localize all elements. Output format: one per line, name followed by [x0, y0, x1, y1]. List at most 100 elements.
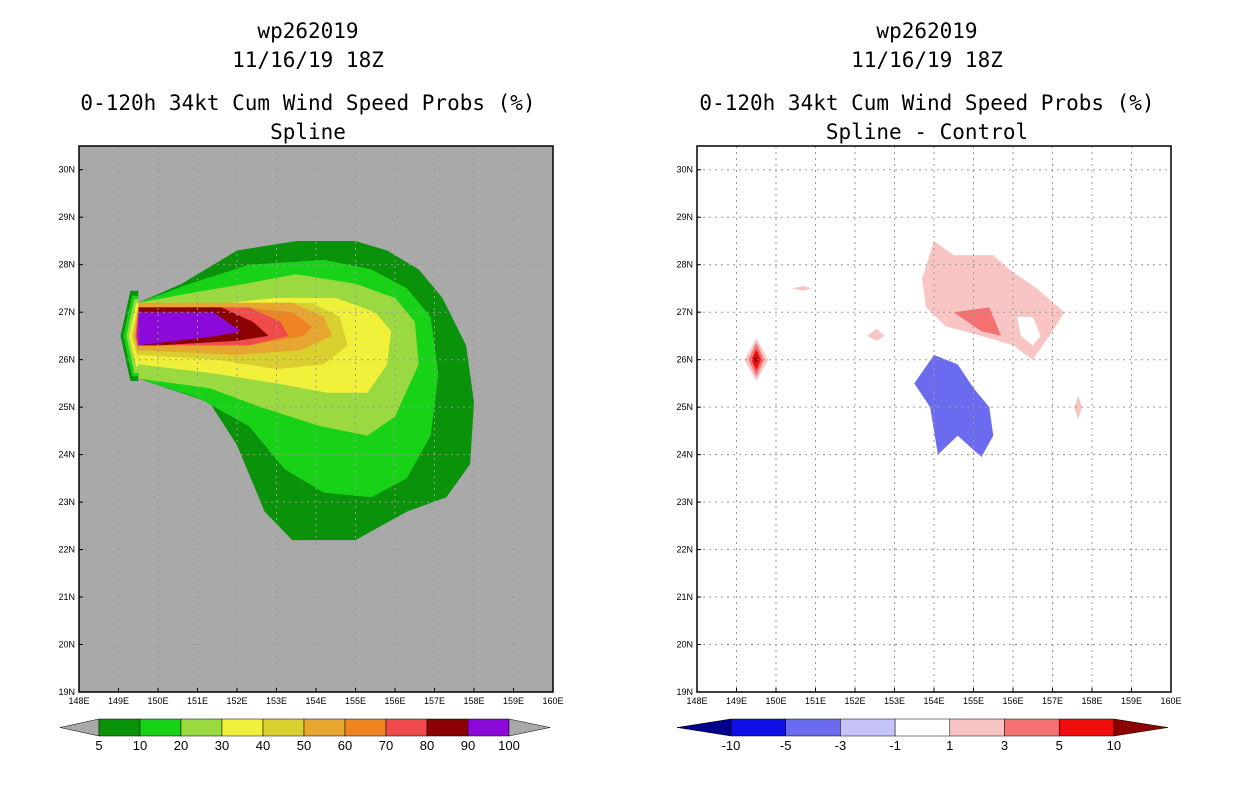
right-x-tick-label: 153E	[884, 696, 905, 706]
right-colorbar-label: -1	[889, 738, 901, 753]
left-colorbar-label: 50	[297, 738, 311, 753]
left-colorbar-box	[303, 718, 346, 737]
left-y-tick-label: 19N	[58, 687, 75, 697]
left-colorbar-label: 30	[215, 738, 229, 753]
right-colorbar-label: -5	[780, 738, 792, 753]
left-colorbar-box	[262, 718, 305, 737]
left-colorbar-label: 90	[461, 738, 475, 753]
left-y-tick-label: 26N	[58, 355, 75, 365]
right-x-tick-label: 151E	[805, 696, 826, 706]
right-x-tick-label: 158E	[1081, 696, 1102, 706]
left-y-tick-label: 23N	[58, 497, 75, 507]
left-colorbar: 5 10 20 30 40 50 60 70 80 90 100	[59, 718, 551, 753]
right-colorbar-label: -3	[835, 738, 847, 753]
left-contour-level-90-9	[138, 312, 241, 346]
left-y-tick-label: 29N	[58, 212, 75, 222]
left-colorbar-label: 60	[338, 738, 352, 753]
right-x-tick-label: 148E	[686, 696, 707, 706]
right-colorbar-box	[894, 718, 951, 737]
left-x-tick-label: 151E	[187, 696, 208, 706]
right-colorbar-label: -10	[722, 738, 741, 753]
left-x-tick-label: 155E	[345, 696, 366, 706]
left-colorbar-label: 10	[133, 738, 147, 753]
right-colorbar-box	[785, 718, 841, 737]
left-colorbar-label: 20	[174, 738, 188, 753]
right-y-tick-label: 24N	[676, 450, 693, 460]
left-colorbar-box	[98, 718, 141, 737]
left-y-tick-label: 30N	[58, 165, 75, 175]
left-colorbar-label: 70	[379, 738, 393, 753]
left-colorbar-label: 40	[256, 738, 270, 753]
right-title-date: 11/16/19 18Z	[851, 48, 1003, 72]
right-x-tick-label: 159E	[1121, 696, 1142, 706]
right-colorbar-label: 3	[1001, 738, 1008, 753]
right-y-tick-label: 25N	[676, 402, 693, 412]
left-panel: wp262019 11/16/19 18Z 0-120h 34kt Cum Wi…	[58, 19, 563, 753]
left-colorbar-label: 5	[95, 738, 102, 753]
left-y-tick-label: 25N	[58, 402, 75, 412]
right-y-tick-label: 29N	[676, 212, 693, 222]
left-colorbar-label: 80	[420, 738, 434, 753]
left-colorbar-box	[180, 718, 223, 737]
left-colorbar-box	[385, 718, 428, 737]
left-colorbar-label: 100	[498, 738, 520, 753]
left-y-tick-label: 27N	[58, 307, 75, 317]
right-colorbar-box	[1058, 718, 1115, 737]
right-x-tick-label: 156E	[1002, 696, 1023, 706]
left-x-tick-label: 160E	[542, 696, 563, 706]
left-x-tick-label: 154E	[305, 696, 326, 706]
left-colorbar-box	[221, 718, 264, 737]
left-title-storm: wp262019	[257, 19, 358, 43]
left-title-date: 11/16/19 18Z	[232, 48, 384, 72]
left-x-tick-label: 156E	[384, 696, 405, 706]
left-plot-area	[79, 146, 553, 692]
left-y-tick-label: 24N	[58, 450, 75, 460]
left-y-tick-label: 21N	[58, 592, 75, 602]
left-y-tick-label: 22N	[58, 545, 75, 555]
left-colorbar-box	[467, 718, 510, 737]
left-colorbar-box	[426, 718, 469, 737]
right-plot-area	[697, 146, 1171, 692]
right-grid	[697, 146, 1171, 692]
right-contour-level-1-1	[791, 286, 812, 291]
left-edge-band-7	[137, 312, 139, 346]
left-x-tick-label: 159E	[503, 696, 524, 706]
right-y-tick-label: 26N	[676, 355, 693, 365]
left-x-tick-label: 152E	[226, 696, 247, 706]
left-x-tick-label: 149E	[108, 696, 129, 706]
right-y-tick-label: 30N	[676, 165, 693, 175]
right-title-method: Spline - Control	[826, 120, 1028, 144]
right-y-tick-label: 21N	[676, 592, 693, 602]
right-axis-ticks: 148E 149E 150E 151E 152E 153E 154E 155E 156E 157E…	[676, 165, 1181, 706]
right-colorbar-label: 1	[946, 738, 953, 753]
left-title-method: Spline	[270, 120, 346, 144]
right-colorbar-label: 10	[1107, 738, 1121, 753]
right-colorbar-box	[949, 718, 1005, 737]
left-title-product: 0-120h 34kt Cum Wind Speed Probs (%)	[80, 91, 535, 115]
left-edge-band-6	[135, 309, 139, 351]
left-colorbar-high-arrow	[508, 718, 551, 737]
left-y-tick-label: 20N	[58, 640, 75, 650]
left-x-tick-label: 148E	[68, 696, 89, 706]
right-y-tick-label: 23N	[676, 497, 693, 507]
left-contour-fills	[120, 241, 475, 541]
right-contour-hole-0	[1016, 316, 1041, 346]
right-y-tick-label: 28N	[676, 260, 693, 270]
left-x-tick-label: 150E	[147, 696, 168, 706]
left-colorbar-box	[344, 718, 387, 737]
left-grid	[79, 146, 553, 692]
left-x-tick-label: 153E	[266, 696, 287, 706]
right-contour-level-3-6	[953, 307, 1002, 336]
right-colorbar-label: 5	[1056, 738, 1063, 753]
right-title-product: 0-120h 34kt Cum Wind Speed Probs (%)	[699, 91, 1154, 115]
right-contour-level-1-2	[866, 328, 885, 341]
right-x-tick-label: 150E	[765, 696, 786, 706]
right-colorbar: -10 -5 -3 -1 1 3 5 10	[676, 718, 1168, 753]
right-title-storm: wp262019	[876, 19, 977, 43]
right-x-tick-label: 160E	[1160, 696, 1181, 706]
right-colorbar-box	[730, 718, 786, 737]
right-x-tick-label: 152E	[844, 696, 865, 706]
right-peak-marker-0	[753, 356, 759, 363]
right-y-tick-label: 19N	[676, 687, 693, 697]
